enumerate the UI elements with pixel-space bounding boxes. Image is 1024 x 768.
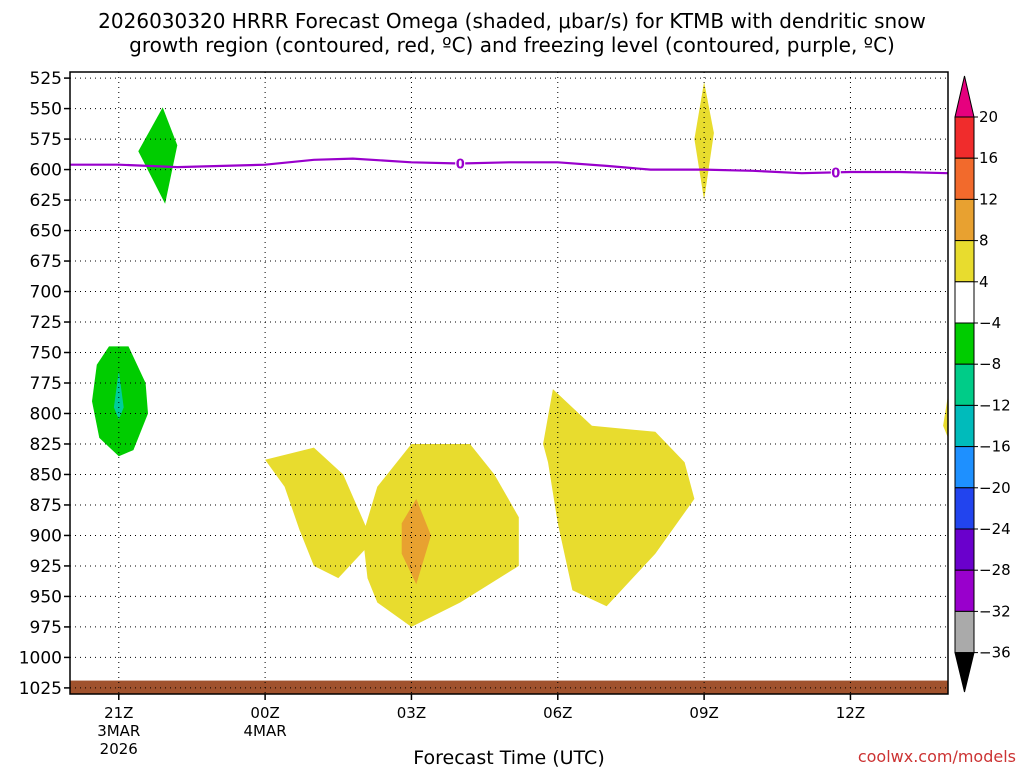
freezing-level-layer: 00 bbox=[70, 156, 949, 181]
colorbar-swatch bbox=[954, 198, 975, 242]
y-tick-label: 975 bbox=[30, 618, 62, 638]
colorbar: 20 16 12 8 4 −4 −8 −12 −16 −20 −24 −28 −32 −36 bbox=[954, 75, 1011, 693]
freezing-level-line bbox=[70, 157, 949, 175]
omega-area-8 bbox=[943, 395, 948, 438]
colorbar-label: −12 bbox=[979, 396, 1011, 414]
freezing-level-label: 0 bbox=[456, 157, 465, 172]
colorbar-label: 20 bbox=[979, 108, 998, 126]
x-tick-label: 06Z bbox=[543, 704, 572, 722]
x-tick-label: 00Z bbox=[250, 704, 279, 722]
y-tick-label: 600 bbox=[30, 161, 62, 181]
colorbar-swatch bbox=[954, 446, 975, 489]
y-tick-label: 750 bbox=[30, 344, 62, 364]
colorbar-swatch bbox=[954, 281, 975, 324]
colorbar-label: 12 bbox=[979, 190, 998, 208]
omega-area-0 bbox=[138, 107, 178, 204]
colorbar-swatch bbox=[954, 240, 975, 283]
y-tick-label: 650 bbox=[30, 222, 62, 242]
chart-title-line1: 2026030320 HRRR Forecast Omega (shaded, … bbox=[98, 9, 926, 33]
colorbar-top-arrow bbox=[954, 75, 975, 118]
chart-title-line2: growth region (contoured, red, ºC) and f… bbox=[129, 33, 895, 57]
omega-area-7 bbox=[694, 81, 714, 201]
omega-area-6 bbox=[543, 389, 695, 607]
y-tick-label: 1000 bbox=[19, 648, 62, 668]
freezing-label-bg bbox=[455, 156, 466, 171]
colorbar-label: 16 bbox=[979, 149, 998, 167]
x-tick-label: 09Z bbox=[689, 704, 718, 722]
colorbar-label: −4 bbox=[979, 314, 1001, 332]
omega-area-3 bbox=[265, 447, 373, 579]
y-tick-label: 675 bbox=[30, 252, 62, 272]
y-tick-label: 850 bbox=[30, 465, 62, 485]
colorbar-label: −8 bbox=[979, 355, 1001, 373]
x-tick-date: 3MAR bbox=[97, 722, 140, 740]
colorbar-label: −24 bbox=[979, 520, 1011, 538]
y-tick-label: 950 bbox=[30, 587, 62, 607]
colorbar-label: −28 bbox=[979, 561, 1011, 579]
credit-text: coolwx.com/models bbox=[858, 747, 1016, 766]
y-tick-label: 700 bbox=[30, 283, 62, 303]
x-axis-label: Forecast Time (UTC) bbox=[413, 747, 604, 768]
x-tick-label: 21Z bbox=[104, 704, 133, 722]
omega-shading-layer bbox=[92, 81, 948, 627]
y-tick-label: 925 bbox=[30, 557, 62, 577]
x-tick-label: 03Z bbox=[397, 704, 426, 722]
colorbar-swatch bbox=[954, 569, 975, 612]
x-tick-date: 4MAR bbox=[244, 722, 287, 740]
colorbar-bottom-arrow bbox=[954, 652, 975, 693]
colorbar-label: −16 bbox=[979, 438, 1011, 456]
colorbar-label: −32 bbox=[979, 602, 1011, 620]
y-tick-label: 625 bbox=[30, 191, 62, 211]
colorbar-swatch bbox=[954, 322, 975, 365]
grid-layer bbox=[70, 72, 948, 694]
x-tick-year: 2026 bbox=[100, 740, 138, 758]
colorbar-label: 4 bbox=[979, 273, 989, 291]
y-tick-label: 525 bbox=[30, 69, 62, 89]
y-tick-label: 725 bbox=[30, 313, 62, 333]
y-tick-label: 1025 bbox=[19, 679, 62, 699]
freezing-level-label: 0 bbox=[831, 166, 840, 181]
y-axis: 525 550 575 600 625 650 675 700 725 750 775 800 825 8… bbox=[19, 69, 70, 699]
x-tick-label: 12Z bbox=[836, 704, 865, 722]
colorbar-label: −20 bbox=[979, 479, 1011, 497]
colorbar-label: 8 bbox=[979, 232, 989, 250]
colorbar-swatch bbox=[954, 528, 975, 571]
colorbar-swatch bbox=[954, 116, 975, 159]
colorbar-swatch bbox=[954, 487, 975, 530]
colorbar-swatch bbox=[954, 404, 975, 448]
y-tick-label: 575 bbox=[30, 130, 62, 150]
y-tick-label: 875 bbox=[30, 496, 62, 516]
omega-area-5 bbox=[401, 498, 431, 585]
colorbar-label: −36 bbox=[979, 644, 1011, 662]
terrain-strip bbox=[70, 680, 948, 694]
omega-area-2 bbox=[113, 370, 124, 420]
freezing-label-bg bbox=[830, 165, 841, 180]
colorbar-swatch bbox=[954, 363, 975, 406]
colorbar-swatch bbox=[954, 157, 975, 200]
colorbar-swatch bbox=[954, 610, 975, 654]
y-tick-label: 775 bbox=[30, 374, 62, 394]
y-tick-label: 550 bbox=[30, 100, 62, 120]
y-tick-label: 800 bbox=[30, 404, 62, 424]
y-tick-label: 825 bbox=[30, 435, 62, 455]
plot-frame bbox=[69, 71, 949, 695]
terrain-layer bbox=[70, 680, 948, 694]
y-tick-label: 900 bbox=[30, 526, 62, 546]
